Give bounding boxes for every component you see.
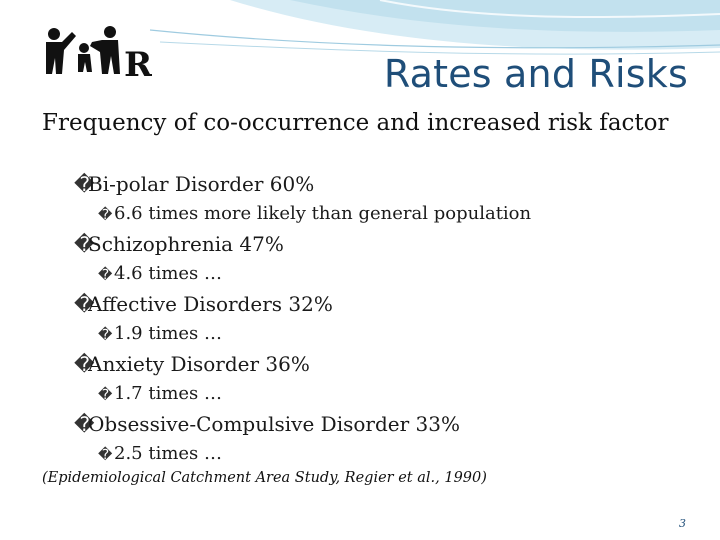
family-logo: R [46, 26, 152, 85]
list-item: �Obsessive-Compulsive Disorder 33% [74, 410, 700, 439]
bullet-icon: � [74, 172, 95, 196]
bullet-icon: � [98, 207, 113, 223]
bullet-icon: � [74, 292, 95, 316]
subitem-text: 2.5 times … [114, 443, 223, 464]
slide-subtitle: Frequency of co-occurrence and increased… [42, 110, 669, 136]
bullet-icon: � [74, 352, 95, 376]
list-subitem: �6.6 times more likely than general popu… [74, 199, 700, 230]
slide-title: Rates and Risks [383, 52, 688, 96]
item-text: Bi-polar Disorder 60% [88, 172, 315, 196]
citation: (Epidemiological Catchment Area Study, R… [42, 470, 487, 486]
list-subitem: �4.6 times … [74, 259, 700, 290]
item-text: Obsessive-Compulsive Disorder 33% [88, 412, 460, 436]
list-item: �Bi-polar Disorder 60% [74, 170, 700, 199]
list-item: �Anxiety Disorder 36% [74, 350, 700, 379]
slide-number: 3 [679, 517, 686, 530]
subitem-text: 6.6 times more likely than general popul… [114, 203, 532, 224]
list-item: �Schizophrenia 47% [74, 230, 700, 259]
bullet-icon: � [98, 327, 113, 343]
item-text: Affective Disorders 32% [88, 292, 333, 316]
risk-list: �Bi-polar Disorder 60% �6.6 times more l… [74, 170, 700, 470]
subitem-text: 1.9 times … [114, 323, 223, 344]
bullet-icon: � [98, 447, 113, 463]
bullet-icon: � [74, 412, 95, 436]
list-subitem: �1.7 times … [74, 379, 700, 410]
item-text: Schizophrenia 47% [88, 232, 284, 256]
bullet-icon: � [74, 232, 95, 256]
svg-text:R: R [124, 45, 152, 85]
item-text: Anxiety Disorder 36% [88, 352, 310, 376]
list-item: �Affective Disorders 32% [74, 290, 700, 319]
subitem-text: 1.7 times … [114, 383, 223, 404]
subitem-text: 4.6 times … [114, 263, 223, 284]
header-swoosh-decoration [149, 0, 720, 55]
bullet-icon: � [98, 387, 113, 403]
list-subitem: �1.9 times … [74, 319, 700, 350]
bullet-icon: � [98, 267, 113, 283]
list-subitem: �2.5 times … [74, 439, 700, 470]
